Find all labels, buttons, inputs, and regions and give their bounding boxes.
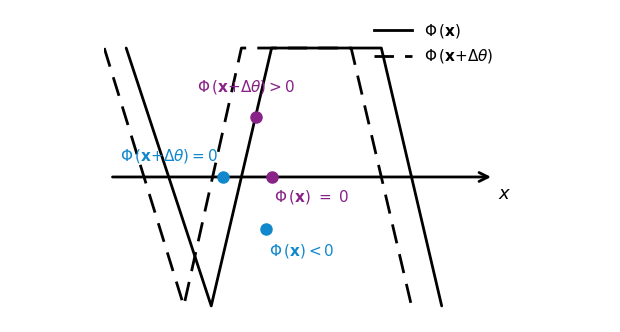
Legend: $\Phi\,(\mathbf{x})$, $\Phi\,(\mathbf{x}{+}\Delta\theta)$: $\Phi\,(\mathbf{x})$, $\Phi\,(\mathbf{x}… [368,16,500,71]
Text: $\Phi\,(\mathbf{x}{+}\Delta\theta){>}0$: $\Phi\,(\mathbf{x}{+}\Delta\theta){>}0$ [197,78,295,96]
Text: $\Phi\,(\mathbf{x}{+}\Delta\theta){=}0$: $\Phi\,(\mathbf{x}{+}\Delta\theta){=}0$ [120,147,218,165]
Text: $\Phi\,(\mathbf{x})\ =\ 0$: $\Phi\,(\mathbf{x})\ =\ 0$ [274,188,350,206]
Text: $\Phi\,(\mathbf{x}){<}0$: $\Phi\,(\mathbf{x}){<}0$ [269,242,334,260]
Text: $x$: $x$ [498,185,511,203]
